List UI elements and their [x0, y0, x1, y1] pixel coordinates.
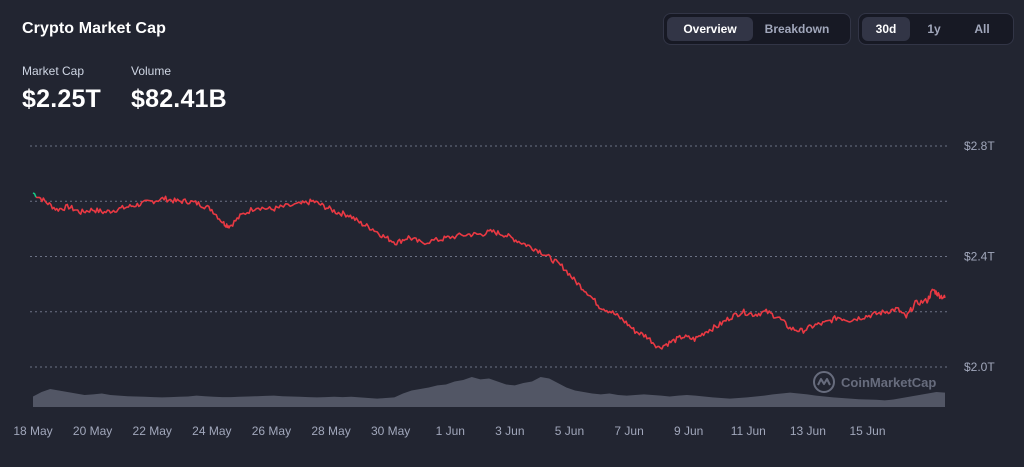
range-toggle: 30d 1y All: [858, 13, 1014, 45]
x-tick-label: 24 May: [192, 424, 231, 438]
y-tick-label: $2.0T: [964, 360, 995, 374]
volume-area: [33, 377, 945, 407]
coinmarketcap-logo-icon: [813, 371, 835, 393]
market-cap-label: Market Cap: [22, 64, 85, 78]
price-line: [35, 195, 946, 350]
x-tick-label: 15 Jun: [849, 424, 885, 438]
x-tick-label: 20 May: [73, 424, 112, 438]
y-tick-label: $2.8T: [964, 139, 995, 153]
x-tick-label: 9 Jun: [674, 424, 703, 438]
range-all-button[interactable]: All: [974, 22, 990, 36]
y-tick-label: $2.4T: [964, 250, 995, 264]
view-toggle: Overview Breakdown: [663, 13, 851, 45]
market-cap-value: $2.25T: [22, 85, 102, 113]
watermark-text: CoinMarketCap: [841, 374, 937, 390]
x-tick-label: 18 May: [13, 424, 52, 438]
range-30d-button[interactable]: 30d: [862, 17, 910, 41]
range-1y-button[interactable]: 1y: [927, 22, 941, 36]
price-line-start: [32, 192, 37, 198]
tab-overview[interactable]: Overview: [667, 17, 753, 41]
x-tick-label: 30 May: [371, 424, 410, 438]
x-tick-label: 1 Jun: [436, 424, 465, 438]
watermark: CoinMarketCap: [812, 370, 936, 394]
x-tick-label: 28 May: [311, 424, 350, 438]
volume-value: $82.41B: [131, 85, 227, 113]
x-tick-label: 11 Jun: [731, 424, 766, 438]
x-tick-label: 7 Jun: [614, 424, 643, 438]
x-tick-label: 26 May: [252, 424, 291, 438]
x-tick-label: 13 Jun: [790, 424, 826, 438]
x-tick-label: 3 Jun: [495, 424, 524, 438]
tab-breakdown[interactable]: Breakdown: [764, 22, 830, 36]
page-title: Crypto Market Cap: [22, 20, 166, 37]
volume-label: Volume: [131, 64, 172, 78]
x-tick-label: 22 May: [133, 424, 172, 438]
x-tick-label: 5 Jun: [555, 424, 584, 438]
